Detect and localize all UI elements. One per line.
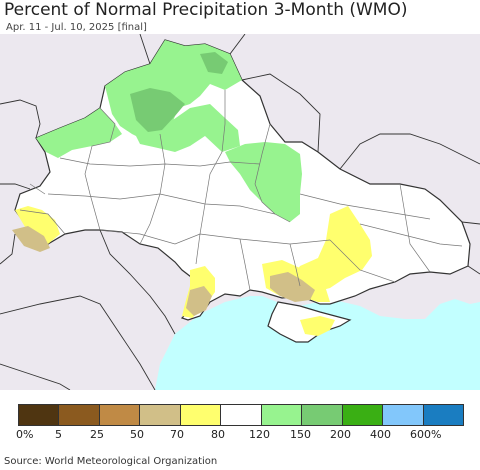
legend-label: 150 <box>290 428 311 441</box>
map-title: Percent of Normal Precipitation 3-Month … <box>4 0 408 20</box>
legend-swatch <box>140 405 181 425</box>
green-northwest <box>36 108 122 158</box>
legend-label: 400 <box>370 428 391 441</box>
yellow-west <box>15 206 60 244</box>
legend-label: 200 <box>330 428 351 441</box>
legend-label: 120 <box>249 428 270 441</box>
black-sea <box>155 296 480 390</box>
green-darker-ne <box>200 52 228 74</box>
green-east <box>225 142 302 222</box>
legend-label: 70 <box>170 428 184 441</box>
legend-label: 0% <box>16 428 34 441</box>
source-credit: Source: World Meteorological Organizatio… <box>4 456 218 467</box>
map-subtitle: Apr. 11 - Jul. 10, 2025 [final] <box>6 22 147 33</box>
legend-labels: 0% 5 25 50 70 80 120 150 200 400 600% <box>0 428 480 442</box>
legend-swatch <box>383 405 424 425</box>
tan-odesa <box>186 286 212 316</box>
green-center <box>130 104 240 152</box>
legend-swatch <box>59 405 100 425</box>
legend-swatch <box>19 405 60 425</box>
legend-swatch <box>342 405 384 425</box>
legend-swatch <box>221 405 262 425</box>
green-darker <box>130 88 185 132</box>
legend-color-bar <box>18 404 464 426</box>
tan-west <box>12 226 50 252</box>
oblast-borders <box>19 90 463 291</box>
legend-swatch <box>423 405 463 425</box>
legend-label: 50 <box>130 428 144 441</box>
legend-label: 80 <box>211 428 225 441</box>
legend-label: 25 <box>90 428 104 441</box>
yellow-crimea <box>300 316 335 336</box>
legend-swatch <box>261 405 303 425</box>
legend-label: 600% <box>410 428 442 441</box>
country-borders <box>0 34 480 390</box>
legend-swatch <box>302 405 343 425</box>
precipitation-map <box>0 34 480 390</box>
yellow-east <box>290 206 372 292</box>
tan-south <box>270 272 315 302</box>
legend-label: 5 <box>55 428 62 441</box>
legend-swatch <box>99 405 141 425</box>
legend-swatch <box>180 405 222 425</box>
